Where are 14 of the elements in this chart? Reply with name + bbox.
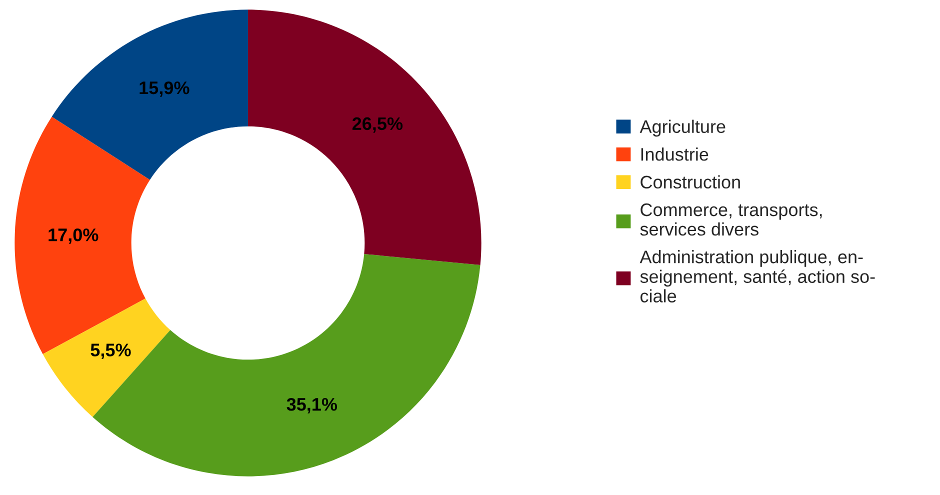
donut-slice: [248, 10, 482, 265]
donut-slice: [42, 298, 170, 418]
legend-label: Administration publique, en- seignement, santé, action so- ciale: [640, 250, 875, 302]
legend-label: Industrie: [641, 148, 708, 161]
data-label: 26,5%: [352, 117, 403, 133]
legend-label: Construction: [640, 175, 740, 189]
data-label: 15,9%: [140, 81, 190, 97]
donut-slice: [92, 254, 480, 476]
donut-slice: [52, 10, 248, 180]
data-label: 17,0%: [48, 228, 98, 244]
legend-label: Commerce, transports, services divers: [640, 203, 822, 236]
data-label: 35,1%: [286, 398, 338, 414]
data-label: 5,5%: [90, 344, 131, 360]
legend-label: Agriculture: [640, 120, 726, 137]
